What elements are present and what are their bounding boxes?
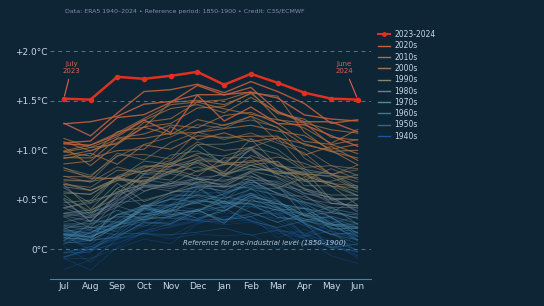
Text: June
2024: June 2024 xyxy=(336,61,357,97)
Text: Data: ERA5 1940–2024 • Reference period: 1850-1900 • Credit: C3S/ECMWF: Data: ERA5 1940–2024 • Reference period:… xyxy=(65,9,305,14)
Text: July
2023: July 2023 xyxy=(63,61,81,96)
Text: Reference for pre-industrial level (1850–1900): Reference for pre-industrial level (1850… xyxy=(183,239,346,246)
Legend: 2023-2024, 2020s, 2010s, 2000s, 1990s, 1980s, 1970s, 1960s, 1950s, 1940s: 2023-2024, 2020s, 2010s, 2000s, 1990s, 1… xyxy=(378,30,436,141)
